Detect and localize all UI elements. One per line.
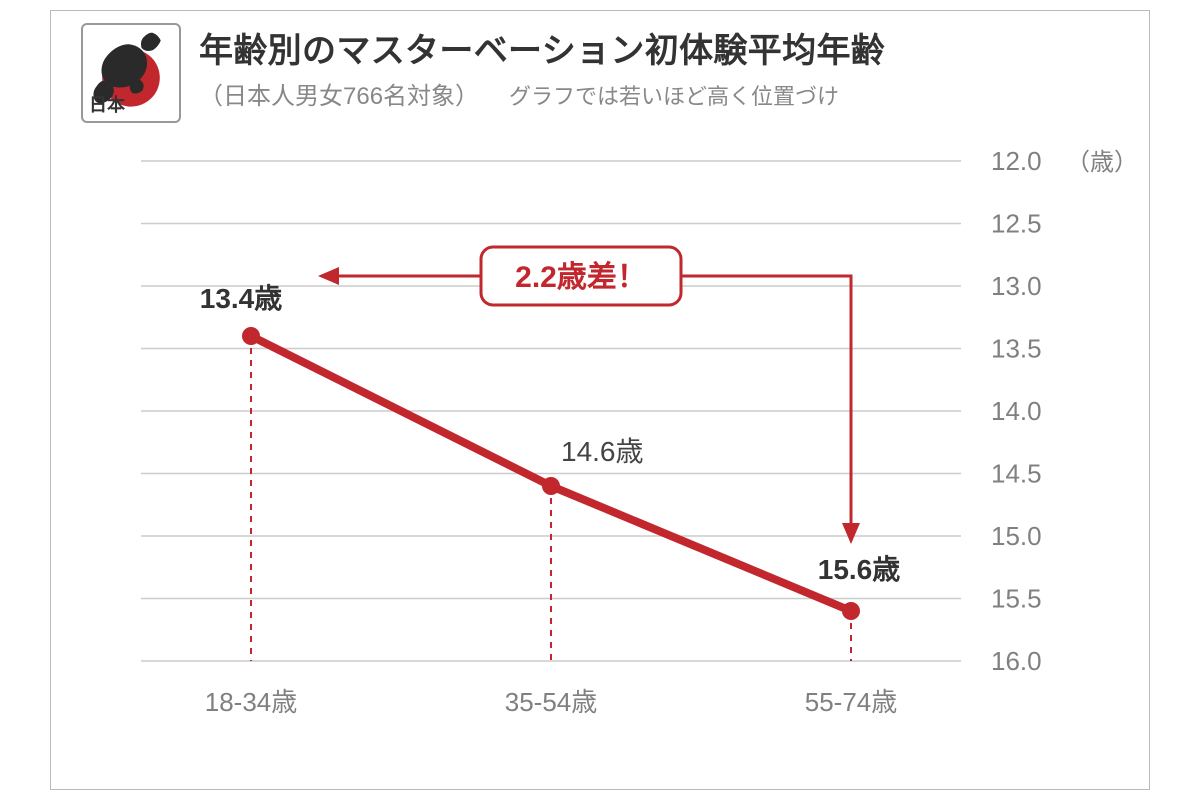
y-tick-label: 12.0 bbox=[991, 146, 1042, 176]
data-point bbox=[842, 602, 860, 620]
y-tick-label: 14.0 bbox=[991, 396, 1042, 426]
data-point bbox=[242, 327, 260, 345]
header: 日本 年齢別のマスターベーション初体験平均年齢 （日本人男女766名対象） グラ… bbox=[81, 23, 1129, 123]
y-tick-label: 15.5 bbox=[991, 584, 1042, 614]
point-label: 15.6歳 bbox=[818, 554, 901, 585]
y-tick-label: 15.0 bbox=[991, 521, 1042, 551]
point-label: 13.4歳 bbox=[200, 283, 283, 314]
y-tick-label: 13.0 bbox=[991, 271, 1042, 301]
title-block: 年齢別のマスターベーション初体験平均年齢 （日本人男女766名対象） グラフでは… bbox=[199, 23, 1129, 111]
chart-note: グラフでは若いほど高く位置づけ bbox=[509, 79, 839, 111]
x-tick-label: 18-34歳 bbox=[205, 687, 298, 717]
line-chart: 12.012.513.013.514.014.515.015.516.0（歳）1… bbox=[121, 151, 1121, 771]
x-tick-label: 35-54歳 bbox=[505, 687, 598, 717]
y-tick-label: 16.0 bbox=[991, 646, 1042, 676]
chart-frame: 日本 年齢別のマスターベーション初体験平均年齢 （日本人男女766名対象） グラ… bbox=[50, 10, 1150, 790]
y-tick-label: 12.5 bbox=[991, 209, 1042, 239]
point-label: 14.6歳 bbox=[561, 436, 644, 467]
x-tick-label: 55-74歳 bbox=[805, 687, 898, 717]
chart-subtitle: （日本人男女766名対象） bbox=[199, 76, 479, 111]
callout-text: 2.2歳差！ bbox=[515, 261, 647, 294]
y-tick-label: 13.5 bbox=[991, 334, 1042, 364]
chart-title: 年齢別のマスターベーション初体験平均年齢 bbox=[199, 23, 1129, 72]
japan-badge: 日本 bbox=[81, 23, 181, 123]
japan-badge-label: 日本 bbox=[89, 91, 125, 117]
y-unit-label: （歳） bbox=[1066, 149, 1138, 176]
chart-area: 12.012.513.013.514.014.515.015.516.0（歳）1… bbox=[121, 151, 1121, 771]
y-tick-label: 14.5 bbox=[991, 459, 1042, 489]
data-point bbox=[542, 477, 560, 495]
callout-arrow-right bbox=[681, 276, 851, 541]
